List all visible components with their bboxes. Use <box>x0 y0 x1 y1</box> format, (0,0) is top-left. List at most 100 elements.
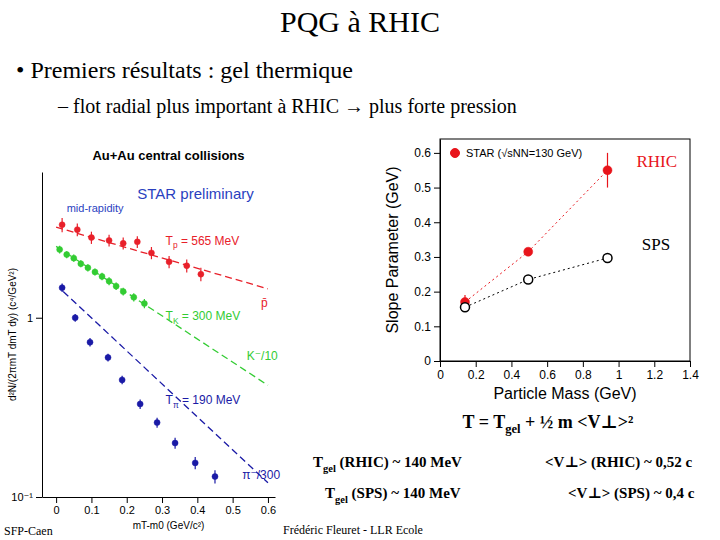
tick-label: 0.4 <box>504 368 521 382</box>
marker <box>137 401 143 407</box>
annotation: K⁻/10 <box>247 349 278 363</box>
tick-mark <box>36 318 42 319</box>
chart: 00.20.40.60.811.21.400.10.20.30.40.50.6P… <box>384 139 699 402</box>
annotation: RHIC <box>636 152 677 171</box>
chart-title: Au+Au central collisions <box>92 148 244 163</box>
tick-label: 10⁻¹ <box>11 491 33 503</box>
text-part: = 300 MeV <box>178 309 240 323</box>
text-part: (RHIC) ~ 140 MeV <box>336 454 462 471</box>
tick: 0.1 <box>84 497 99 516</box>
tick-mark <box>36 497 42 498</box>
marker <box>172 440 178 446</box>
y-axis: 00.10.20.30.40.50.6 <box>414 140 440 369</box>
text-part: = 190 MeV <box>179 393 241 407</box>
axis-line <box>42 173 43 498</box>
tick-label: 0.6 <box>261 504 276 516</box>
tick-label: 1.2 <box>646 368 663 382</box>
tick: 0.3 <box>414 250 440 264</box>
tick-label: 0.1 <box>414 320 431 334</box>
marker <box>134 239 140 245</box>
tick: 0.2 <box>468 361 485 382</box>
slide-title: PQG à RHIC <box>280 5 440 38</box>
tick-mark <box>197 497 198 503</box>
annotation: mid-rapidity <box>67 202 124 214</box>
x-axis-title: Particle Mass (GeV) <box>493 385 636 402</box>
marker <box>71 255 77 261</box>
marker <box>524 247 533 256</box>
tick-label: 0.3 <box>155 504 170 516</box>
tick: 0.8 <box>575 361 592 382</box>
tick-mark <box>434 257 440 258</box>
text-part: T <box>313 454 323 470</box>
tick: 0.1 <box>414 320 440 334</box>
result: Tgel (RHIC) ~ 140 MeV <box>313 454 462 474</box>
marker <box>461 303 470 312</box>
tick: 0 <box>437 361 444 382</box>
result: <V⊥> (SPS) ~ 0,4 c <box>568 485 695 502</box>
tick: 0.4 <box>190 497 205 516</box>
tick-label: 0.5 <box>225 504 240 516</box>
plot-area <box>56 218 268 483</box>
tick: 1.4 <box>682 361 699 382</box>
marker <box>72 315 78 321</box>
tick-label: 0 <box>424 354 431 368</box>
tick-mark <box>434 361 440 362</box>
x-axis-title: mT-m0 (GeV/c²) <box>133 520 205 531</box>
tick-label: 0.6 <box>414 146 431 160</box>
plot-area <box>461 153 613 312</box>
tick: 10⁻¹ <box>11 491 42 503</box>
annotation: Tp = 565 MeV <box>166 234 240 251</box>
tick-label: 1.4 <box>682 368 699 382</box>
footer: SFP-Caen <box>4 524 53 538</box>
tick-mark <box>162 497 163 503</box>
tick: 0.2 <box>414 285 440 299</box>
tick-label: 0.4 <box>190 504 205 516</box>
series-line <box>63 292 268 483</box>
text-part: (SPS) ~ 140 MeV <box>348 485 461 502</box>
marker <box>524 275 533 284</box>
tick-mark <box>547 361 548 367</box>
tick: 0 <box>424 354 440 368</box>
tick: 1 <box>27 312 42 324</box>
annotation: π⁻/300 <box>242 468 280 482</box>
tick-mark <box>268 497 269 503</box>
marker <box>198 271 204 277</box>
marker <box>154 420 160 426</box>
legend-marker <box>451 149 460 158</box>
tick-mark <box>434 222 440 223</box>
result: <V⊥> (RHIC) ~ 0,52 c <box>545 454 693 471</box>
tick-mark <box>434 292 440 293</box>
tick-label: 0.1 <box>84 504 99 516</box>
annotation: STAR preliminary <box>137 185 254 202</box>
text-part: T <box>325 485 335 501</box>
y-axis-title: Slope Parameter (GeV) <box>384 166 401 333</box>
text-part: = 565 MeV <box>178 234 240 248</box>
marker <box>119 377 125 383</box>
bullet: • Premiers résultats : gel thermique <box>16 57 353 83</box>
result: Tgel (SPS) ~ 140 MeV <box>325 485 461 505</box>
series-line <box>465 258 608 307</box>
tick-mark <box>654 361 655 367</box>
marker <box>192 460 198 466</box>
marker <box>59 222 65 228</box>
tick: 0.5 <box>225 497 240 516</box>
footer: Frédéric Fleuret - LLR Ecole <box>283 523 423 537</box>
annotation: p̄ <box>261 296 268 310</box>
tick-label: 0.6 <box>539 368 556 382</box>
tick-mark <box>233 497 234 503</box>
text-part: + ½ m <V⊥>² <box>521 412 634 432</box>
chart: 00.10.20.30.40.50.610⁻¹1Au+Au central co… <box>7 148 280 531</box>
axis-line <box>43 497 276 498</box>
tick: 0.3 <box>155 497 170 516</box>
tick: 0.4 <box>504 361 521 382</box>
text-part: gel <box>505 422 521 436</box>
tick-mark <box>434 153 440 154</box>
tick-mark <box>476 361 477 367</box>
tick: 0 <box>54 497 60 516</box>
tick-mark <box>690 361 691 367</box>
tick: 1.2 <box>646 361 663 382</box>
axis-line <box>441 361 691 362</box>
marker <box>87 339 93 345</box>
tick-mark <box>511 361 512 367</box>
marker <box>105 355 111 361</box>
